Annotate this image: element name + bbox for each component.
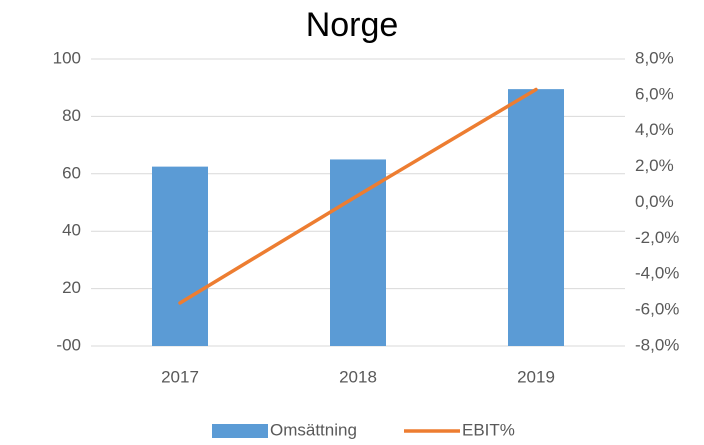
x-tick-label: 2017 — [161, 367, 199, 386]
chart-title: Norge — [306, 6, 399, 44]
legend-label: EBIT% — [462, 420, 515, 439]
bar — [152, 166, 208, 346]
y2-tick-label: 2,0% — [635, 156, 674, 175]
y2-tick-label: -8,0% — [635, 335, 679, 354]
y2-tick-label: -4,0% — [635, 264, 679, 283]
y-tick-label: 100 — [53, 48, 81, 67]
y-tick-label: 60 — [62, 163, 81, 182]
legend-swatch — [212, 424, 268, 438]
y2-tick-label: 6,0% — [635, 84, 674, 103]
y2-tick-label: 8,0% — [635, 48, 674, 67]
y-tick-label: -00 — [56, 335, 81, 354]
y-tick-label: 80 — [62, 106, 81, 125]
y-tick-label: 40 — [62, 221, 81, 240]
y2-tick-label: -6,0% — [635, 300, 679, 319]
y2-tick-label: -2,0% — [635, 228, 679, 247]
y2-tick-label: 4,0% — [635, 120, 674, 139]
y2-tick-label: 0,0% — [635, 192, 674, 211]
legend-label: Omsättning — [270, 420, 357, 439]
y-tick-label: 20 — [62, 278, 81, 297]
x-tick-label: 2019 — [517, 367, 555, 386]
bar — [330, 159, 386, 346]
x-tick-label: 2018 — [339, 367, 377, 386]
line — [178, 87, 538, 305]
bar — [508, 89, 564, 346]
